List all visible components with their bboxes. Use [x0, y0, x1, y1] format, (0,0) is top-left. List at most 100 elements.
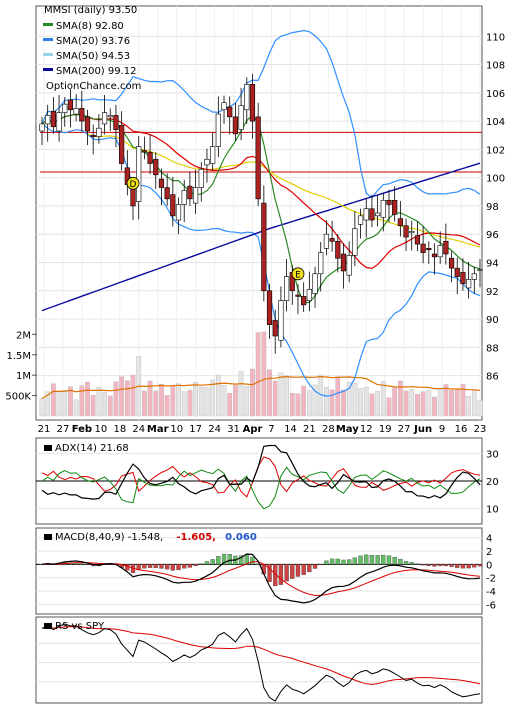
- price-tick-label: 100: [486, 174, 505, 185]
- volume-bar: [233, 385, 238, 417]
- date-tick-label: Feb: [72, 424, 92, 435]
- date-tick-label: Jun: [413, 424, 432, 435]
- candle-body: [244, 84, 250, 111]
- volume-bar: [341, 389, 346, 417]
- adx-legend-swatch: [44, 445, 52, 451]
- date-tick-label: 24: [132, 424, 145, 435]
- volume-bar: [409, 389, 415, 417]
- candle-body: [460, 272, 466, 284]
- candle-body: [249, 84, 256, 122]
- event-marker-label: D: [130, 180, 137, 190]
- macd-panel: 4 2 0 -2 -4 -6 MACD(8,40,9) -1.548, -1.605, 0…: [35, 527, 496, 615]
- legend-swatch-sma8: [43, 23, 53, 26]
- adx-panel: 10 20 30 ADX(14) 21.68: [35, 437, 499, 525]
- macd-histogram-bar: [204, 561, 210, 565]
- date-tick-label: 14: [284, 424, 297, 435]
- candle-body: [448, 257, 455, 269]
- candle-body: [346, 255, 352, 276]
- candle-body: [329, 238, 335, 242]
- candle-body: [56, 112, 62, 132]
- rs-ma-line: [41, 626, 481, 685]
- macd-histogram-bar: [392, 556, 397, 565]
- legend-swatch-sma20: [43, 38, 53, 41]
- volume-bar: [454, 388, 460, 417]
- candle-body: [158, 178, 165, 188]
- macd-histogram-bar: [443, 564, 449, 567]
- macd-histogram-bar: [460, 564, 466, 569]
- candle-body: [67, 99, 74, 111]
- adx-title: ADX(14) 21.68: [55, 443, 129, 454]
- candle-body: [170, 194, 176, 217]
- volume-bar: [272, 380, 278, 417]
- adx-tick-label: 10: [486, 504, 499, 515]
- rs-panel-frame: [35, 616, 483, 704]
- volume-bars: [39, 331, 483, 417]
- candle-body: [403, 225, 409, 238]
- candle-body: [153, 158, 159, 176]
- candle-body: [90, 134, 96, 137]
- macd-histogram-bar: [159, 564, 164, 569]
- legend-label-sma50: SMA(50) 94.53: [56, 51, 130, 62]
- macd-tick-label: -4: [486, 587, 496, 598]
- candle-body: [261, 202, 267, 292]
- date-tick-label: 27: [57, 424, 70, 435]
- candle-body: [238, 105, 244, 130]
- date-tick-label: 16: [455, 424, 468, 435]
- price-tick-label: 90: [486, 315, 499, 326]
- rs-panel: RS vs SPY: [35, 616, 483, 704]
- sma200-line: [41, 162, 481, 312]
- volume-bar: [130, 374, 136, 417]
- candle-body: [187, 185, 193, 200]
- volume-bar: [39, 398, 45, 417]
- volume-bar: [51, 383, 56, 417]
- candle-body: [255, 116, 261, 200]
- macd-histogram-bar: [477, 564, 483, 567]
- macd-histogram-bar: [341, 559, 346, 565]
- macd-histogram-bar: [324, 560, 329, 565]
- volume-bar: [244, 386, 250, 417]
- macd-tick-label: -2: [486, 574, 496, 585]
- macd-histogram-value: 0.060: [225, 532, 257, 543]
- volume-bar: [85, 381, 90, 417]
- volume-bar: [79, 385, 85, 417]
- macd-histogram-bar: [295, 564, 301, 577]
- volume-bar: [426, 390, 432, 417]
- candle-body: [306, 289, 312, 301]
- volume-bar: [193, 382, 198, 417]
- adx-tick-label: 30: [486, 450, 499, 461]
- rs-grid: [36, 642, 482, 683]
- macd-histogram-bar: [301, 564, 306, 575]
- volume-bar: [386, 397, 392, 417]
- candle-body: [431, 253, 438, 258]
- macd-histogram-bar: [284, 564, 289, 582]
- price-y-axis: 86 88 90 92 94 96 98 100 102 104 106 108 110: [486, 32, 505, 382]
- macd-histogram-bar: [398, 558, 403, 565]
- volume-bar: [113, 381, 119, 417]
- candle-body: [386, 199, 392, 205]
- volume-bar: [45, 391, 51, 417]
- candle-body: [39, 123, 45, 132]
- volume-bar: [289, 392, 295, 417]
- candle-body: [266, 290, 273, 325]
- macd-title-text: MACD(8,40,9) -1.548,: [55, 532, 163, 543]
- candle-body: [352, 228, 358, 256]
- volume-bar: [420, 391, 426, 417]
- macd-histogram-bar: [199, 563, 204, 565]
- volume-bar: [147, 380, 153, 417]
- volume-y-axis: 500K 1M 1.5M 2M: [5, 330, 37, 403]
- candle-body: [45, 115, 51, 125]
- candle-body: [420, 243, 426, 253]
- candle-body: [147, 151, 153, 164]
- volume-bar: [392, 387, 398, 417]
- volume-bar: [90, 395, 96, 417]
- volume-bar: [301, 385, 307, 417]
- volume-bar: [403, 390, 409, 417]
- volume-bar: [164, 395, 170, 417]
- macd-histogram-bar: [79, 563, 84, 565]
- date-tick-label: 10: [170, 424, 183, 435]
- volume-bar: [358, 388, 363, 417]
- volume-bar: [56, 391, 62, 417]
- volume-bar: [312, 384, 318, 417]
- date-tick-label: Apr: [243, 424, 263, 435]
- volume-bar: [329, 389, 335, 417]
